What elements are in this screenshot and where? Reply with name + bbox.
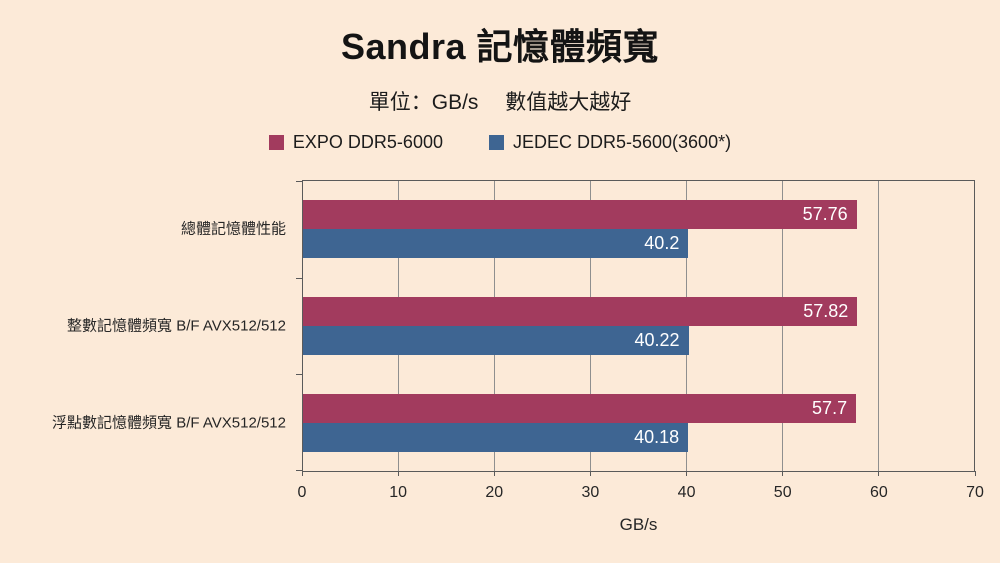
category-label: 浮點數記憶體頻寬 B/F AVX512/512: [52, 414, 286, 432]
bar-value-label: 40.18: [634, 426, 680, 447]
x-tickmark: [686, 471, 688, 476]
category-axis: 總體記憶體性能整數記憶體頻寬 B/F AVX512/512 浮點數記憶體頻寬 B/…: [0, 180, 294, 472]
legend: EXPO DDR5-6000 JEDEC DDR5-5600(3600*): [0, 132, 1000, 153]
legend-item-jedec: JEDEC DDR5-5600(3600*): [488, 132, 732, 153]
legend-swatch-icon: [488, 135, 504, 150]
x-ticklabel: 30: [581, 484, 600, 501]
plot-area: BENCHLIFE.INFO 57.7640.257.8240.2257.740…: [296, 180, 975, 472]
x-ticklabel: 60: [869, 484, 888, 501]
x-tickmark: [782, 471, 784, 476]
x-tickmark: [493, 471, 495, 476]
x-tickmark: [397, 471, 399, 476]
legend-label: EXPO DDR5-6000: [292, 132, 443, 152]
x-axis-title: GB/s: [619, 515, 658, 534]
gridline: [877, 181, 879, 471]
x-axis-ticklabels: 0 10 20 30 40 50 60 70: [298, 484, 984, 506]
bar-value-label: 57.76: [802, 204, 848, 225]
legend-swatch-icon: [268, 135, 284, 150]
x-ticklabel: 0: [297, 484, 307, 501]
x-ticklabel: 50: [773, 484, 792, 501]
category-axis-tick: [296, 181, 302, 182]
legend-item-expo: EXPO DDR5-6000: [268, 132, 443, 153]
bar-expo: 57.76: [303, 200, 857, 230]
bar-expo: 57.82: [303, 297, 858, 326]
x-ticklabel: 20: [485, 484, 504, 501]
gridline: [781, 181, 783, 471]
x-ticklabel: 40: [677, 484, 696, 501]
x-ticklabel: 70: [966, 484, 984, 501]
x-tickmark: [974, 471, 976, 476]
bar-value-label: 40.22: [634, 330, 680, 350]
bar-jedec: 40.18: [303, 422, 689, 452]
x-tickmark: [301, 471, 303, 476]
bar-expo: 57.7: [303, 393, 857, 423]
x-axis-tickmarks: [301, 471, 976, 477]
bar-value-label: 57.82: [803, 301, 849, 321]
category-axis-tick: [296, 470, 302, 471]
x-tickmark: [878, 471, 880, 476]
bar-jedec: 40.22: [303, 326, 689, 355]
x-ticklabel: 10: [389, 484, 408, 501]
bar-jedec: 40.2: [303, 229, 689, 259]
bar-value-label: 57.7: [812, 397, 848, 418]
chart-title: Sandra 記憶體頻寬: [340, 26, 660, 67]
x-tickmark: [589, 471, 591, 476]
category-label: 總體記憶體性能: [180, 220, 286, 238]
legend-label: JEDEC DDR5-5600(3600*): [512, 132, 732, 152]
category-axis-tick: [296, 374, 302, 376]
category-axis-tick: [296, 277, 302, 279]
bar-value-label: 40.2: [644, 233, 680, 254]
chart-subtitle: 單位：GB/s 數值越大越好: [368, 91, 632, 114]
category-label: 整數記憶體頻寬 B/F AVX512/512: [67, 317, 286, 335]
